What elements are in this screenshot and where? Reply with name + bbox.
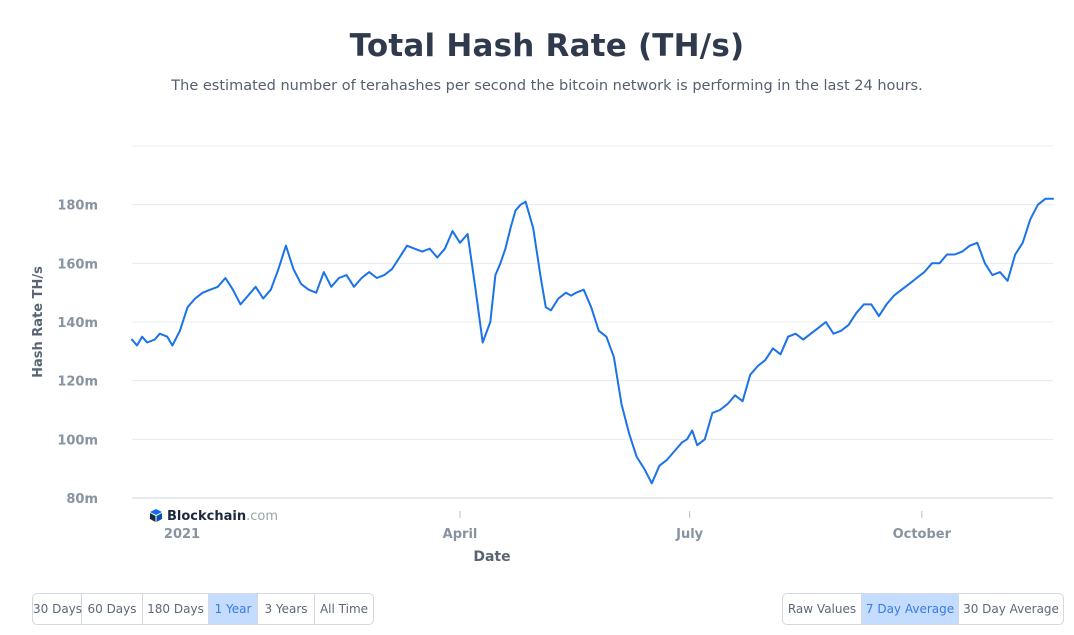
thirty-day-average-button[interactable]: 30 Day Average: [963, 602, 1059, 616]
watermark-brand: Blockchain: [167, 509, 246, 524]
y-tick-label: 120m: [57, 375, 98, 390]
blockchain-watermark: Blockchain.com: [150, 509, 278, 524]
series-line: [131, 197, 1054, 485]
x-tick-label: 2021: [164, 527, 200, 542]
y-tick-label: 180m: [57, 199, 98, 214]
x-axis-label: Date: [473, 549, 510, 565]
x-axis-ticks: 2021 April July October: [164, 511, 952, 542]
x-tick-label: April: [443, 527, 478, 542]
blockchain-logo-icon: [150, 509, 162, 522]
y-tick-label: 140m: [57, 316, 98, 331]
x-tick-label: July: [675, 527, 704, 542]
y-axis-label: Hash Rate TH/s: [31, 266, 46, 378]
raw-values-button[interactable]: Raw Values: [783, 594, 862, 624]
grid-lines: [132, 145, 1053, 499]
seven-day-average-button[interactable]: 7 Day Average: [862, 594, 959, 624]
x-tick-label: October: [893, 527, 952, 542]
chart-title: Total Hash Rate (TH/s): [349, 28, 745, 64]
hash-rate-chart: 80m 100m 120m 140m 160m 180m 2021 April July Oct…: [31, 145, 1054, 565]
period-180-days-button[interactable]: 180 Days: [143, 594, 209, 624]
average-selector: Raw Values 7 Day Average 30 Day Average: [782, 593, 1064, 625]
y-tick-label: 100m: [57, 433, 98, 448]
period-30-days-button[interactable]: 30 Days: [33, 594, 82, 624]
chart-subtitle: The estimated number of terahashes per s…: [171, 78, 923, 94]
y-tick-label: 160m: [57, 257, 98, 272]
period-selector: 30 Days 60 Days 180 Days 1 Year 3 Years …: [32, 593, 374, 625]
period-all-time-button[interactable]: All Time: [319, 602, 369, 616]
svg-text:Blockchain.com: Blockchain.com: [167, 509, 278, 524]
y-axis-ticks: 80m 100m 120m 140m 160m 180m: [57, 199, 98, 507]
watermark-suffix: .com: [246, 509, 278, 524]
period-60-days-button[interactable]: 60 Days: [82, 594, 143, 624]
period-1-year-button[interactable]: 1 Year: [209, 594, 258, 624]
period-3-years-button[interactable]: 3 Years: [258, 594, 315, 624]
y-tick-label: 80m: [66, 492, 98, 507]
